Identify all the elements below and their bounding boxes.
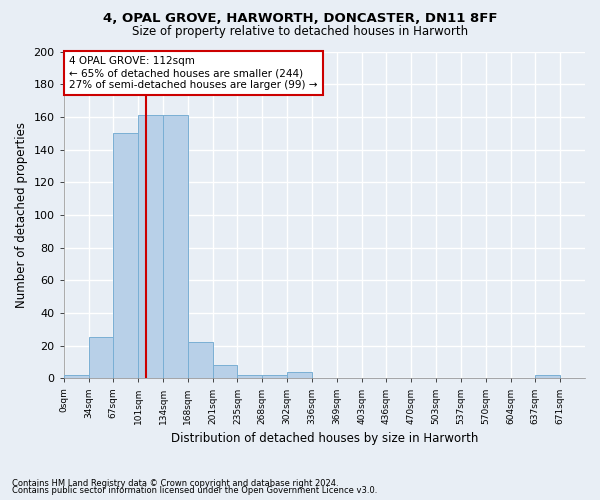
Bar bbox=[89, 338, 113, 378]
Text: 4, OPAL GROVE, HARWORTH, DONCASTER, DN11 8FF: 4, OPAL GROVE, HARWORTH, DONCASTER, DN11… bbox=[103, 12, 497, 26]
Bar bbox=[138, 115, 163, 378]
Bar bbox=[238, 375, 262, 378]
Y-axis label: Number of detached properties: Number of detached properties bbox=[15, 122, 28, 308]
Bar bbox=[212, 365, 238, 378]
Bar bbox=[64, 375, 89, 378]
X-axis label: Distribution of detached houses by size in Harworth: Distribution of detached houses by size … bbox=[170, 432, 478, 445]
Bar bbox=[262, 375, 287, 378]
Bar bbox=[188, 342, 212, 378]
Text: Contains HM Land Registry data © Crown copyright and database right 2024.: Contains HM Land Registry data © Crown c… bbox=[12, 478, 338, 488]
Text: 4 OPAL GROVE: 112sqm
← 65% of detached houses are smaller (244)
27% of semi-deta: 4 OPAL GROVE: 112sqm ← 65% of detached h… bbox=[69, 56, 317, 90]
Bar bbox=[535, 375, 560, 378]
Bar bbox=[113, 133, 138, 378]
Text: Size of property relative to detached houses in Harworth: Size of property relative to detached ho… bbox=[132, 25, 468, 38]
Text: Contains public sector information licensed under the Open Government Licence v3: Contains public sector information licen… bbox=[12, 486, 377, 495]
Bar bbox=[163, 115, 188, 378]
Bar bbox=[287, 372, 312, 378]
